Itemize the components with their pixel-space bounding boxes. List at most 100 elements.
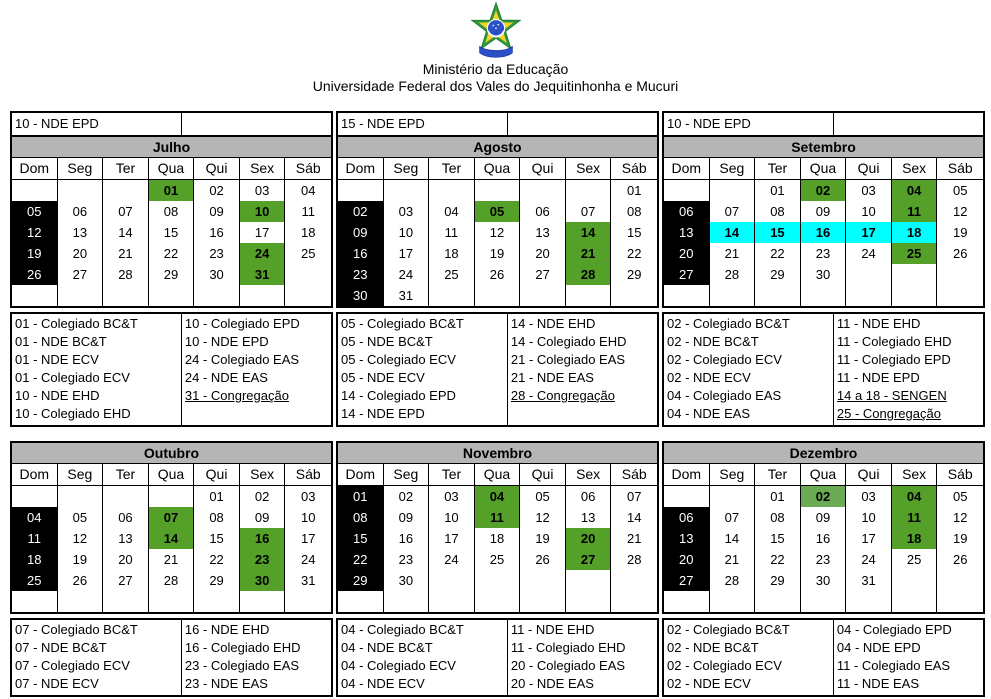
weekday-cell: Qui [520,464,566,486]
day-cell: 12 [520,507,566,528]
note-strip: 10 - NDE EPD [10,111,333,135]
day-cell: 17 [429,528,475,549]
legend-item: 14 a 18 - SENGEN [836,388,947,403]
weekday-cell: Sex [891,158,938,180]
day-cell: 05 [520,486,566,507]
day-cell: 03 [240,180,286,201]
day-cell: 24 [239,243,286,264]
note-strip-label: 10 - NDE EPD [664,113,834,135]
legend-item: 02 - Colegiado BC&T [667,316,790,331]
month-days: 01 02 03 04 05 06 07 08 09 10 11 12 13 14 15 16 17 18 19 20… [12,180,331,306]
weekday-cell: Seg [709,158,756,180]
university-title: Universidade Federal dos Vales do Jequit… [312,78,679,94]
weekday-cell: Qui [520,158,566,180]
day-cell: 24 [846,243,892,264]
legend-box: 05 - Colegiado BC&T 05 - NDE BC&T 05 - Col… [336,312,659,427]
day-cell: 07 [148,507,195,528]
day-cell: 26 [475,264,521,285]
weekday-cell: Dom [664,158,710,180]
legend-item: 04 - Colegiado EPD [836,622,952,637]
weekday-cell: Seg [57,158,104,180]
day-cell [384,591,430,612]
day-cell: 22 [194,549,240,570]
day-cell: 11 [891,201,938,222]
day-cell: 14 [709,222,756,243]
day-cell: 16 [239,528,286,549]
weekday-row: Dom Seg Ter Qua Qui Sex Sáb [338,158,657,180]
day-cell: 31 [300,573,316,588]
day-cell: 25 [892,549,938,570]
day-cell: 21 [103,243,149,264]
day-cell: 31 [384,285,430,306]
legend-item: 07 - NDE ECV [15,676,99,691]
legend-item: 20 - Colegiado EAS [510,658,626,673]
day-cell: 14 [710,528,756,549]
day-cell: 01 [626,183,642,198]
ministry-title: Ministério da Educação [422,61,569,77]
day-cell: 30 [801,570,847,591]
legend-item: 10 - NDE EPD [184,334,269,349]
legend-column-left: 01 - Colegiado BC&T 01 - NDE BC&T 01 - NDE… [12,314,182,425]
legend-item: 02 - Colegiado ECV [667,352,782,367]
weekday-cell: Ter [429,464,475,486]
day-cell: 06 [566,486,612,507]
day-cell: 31 [239,264,286,285]
day-cell: 28 [149,570,195,591]
day-cell [611,591,657,612]
day-cell [520,180,566,201]
day-cell [240,285,286,306]
day-cell: 20 [664,549,710,570]
day-cell [520,591,566,612]
day-cell: 27 [520,264,566,285]
weekday-cell: Sáb [937,158,983,180]
weekday-cell: Ter [755,464,801,486]
day-cell: 26 [952,246,968,261]
note-strip-empty [182,113,331,135]
day-cell: 10 [429,507,475,528]
weekday-cell: Qua [148,158,195,180]
legend-column-left: 02 - Colegiado BC&T 02 - NDE BC&T 02 - Col… [664,620,834,695]
day-cell: 09 [801,507,847,528]
day-cell: 19 [520,528,566,549]
day-cell: 28 [626,552,642,567]
month-outubro: Outubro Dom Seg Ter Qua Qui Sex Sáb 01 02 03 04 05 06… [10,441,333,697]
day-cell: 26 [58,570,104,591]
day-cell [429,180,475,201]
day-cell: 07 [710,507,756,528]
legend-column-right: 16 - NDE EHD 16 - Colegiado EHD 23 - Coleg… [182,620,331,695]
day-cell: 01 [194,486,240,507]
day-cell: 03 [300,489,316,504]
day-cell [566,285,612,306]
weekday-cell: Sex [891,464,938,486]
day-cell: 04 [12,507,58,528]
day-cell: 07 [710,201,756,222]
legend-box: 04 - Colegiado BC&T 04 - NDE BC&T 04 - Col… [336,618,659,697]
legend-item: 24 - NDE EAS [184,370,268,385]
weekday-cell: Sex [239,464,286,486]
day-cell: 02 [384,486,430,507]
day-cell [285,591,331,612]
day-cell: 08 [338,507,384,528]
day-cell [664,486,710,507]
day-cell [892,570,938,591]
weekday-cell: Qua [474,158,521,180]
day-cell: 24 [846,549,892,570]
day-cell: 02 [194,180,240,201]
legend-column-right: 14 - NDE EHD 14 - Colegiado EHD 21 - Coleg… [508,314,657,425]
weekday-cell: Qui [846,464,892,486]
day-cell: 02 [338,201,384,222]
legend-item: 02 - NDE BC&T [667,640,759,655]
day-cell: 05 [952,183,968,198]
legend-item: 04 - Colegiado ECV [341,658,456,673]
day-cell: 17 [846,528,892,549]
month-title: Setembro [664,137,983,158]
day-cell: 19 [12,243,58,264]
day-cell: 09 [338,222,384,243]
month-setembro: 10 - NDE EPD Setembro Dom Seg Ter Qua Qui Sex Sá… [662,111,985,427]
day-cell: 30 [801,264,847,285]
legend-box: 02 - Colegiado BC&T 02 - NDE BC&T 02 - Col… [662,618,985,697]
day-cell: 12 [952,204,968,219]
day-cell [520,285,566,306]
legend-item: 04 - NDE EPD [836,640,921,655]
legend-item: 05 - Colegiado ECV [341,352,456,367]
